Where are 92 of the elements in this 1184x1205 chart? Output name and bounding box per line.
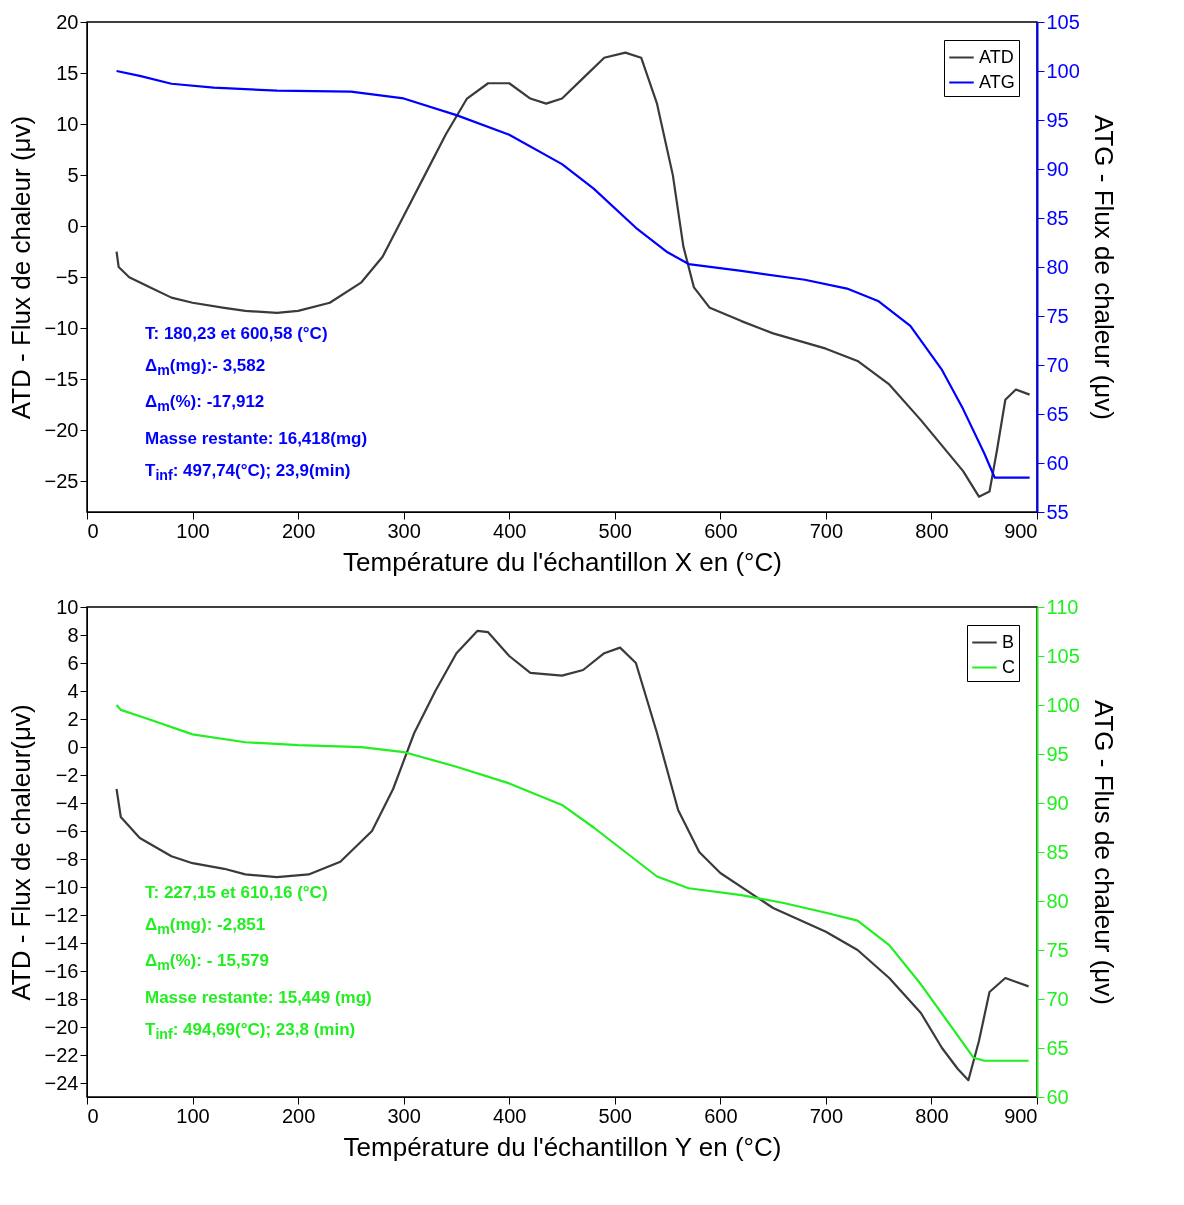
y2-tick-label: 85 (1046, 840, 1069, 863)
x-tick-label: 400 (493, 1104, 527, 1127)
y2-axis-title: ATG - Flus de chaleur (μv) (1088, 700, 1119, 1005)
y-tick-label: −5 (55, 265, 79, 288)
annotation: Δ$_{m}$(%): -17,912 (145, 391, 266, 417)
y-tick-label: −10 (44, 875, 79, 898)
y-tick-label: 5 (67, 163, 79, 186)
y-axis-title: ATD - Flux de chaleur(μv) (5, 704, 36, 1001)
y2-tick-label: 95 (1046, 108, 1069, 131)
y-tick-label: −22 (44, 1043, 79, 1066)
y-tick-label: −16 (44, 959, 79, 982)
annotation: T$_{inf}$: 494,69(°C); 23,8 (min) (145, 1018, 357, 1045)
x-tick-label: 500 (598, 1104, 632, 1127)
y2-tick-label: 80 (1046, 255, 1069, 278)
y2-tick-label: 105 (1046, 10, 1080, 33)
y-tick-label: −10 (44, 316, 79, 339)
y-tick-label: −25 (44, 469, 79, 492)
y2-tick-label: 70 (1046, 353, 1069, 376)
x-tick-label: 0 (87, 519, 99, 542)
y2-tick-label: 75 (1046, 304, 1069, 327)
legend-label: C (1002, 656, 1015, 677)
x-tick-label: 900 (1004, 519, 1038, 542)
y-tick-label: −20 (44, 418, 79, 441)
y2-tick-label: 80 (1046, 889, 1069, 912)
x-tick-label: 200 (281, 519, 316, 542)
y-tick-label: 10 (56, 112, 79, 135)
annotation: T: 227,15 et 610,16 (°C) (145, 882, 329, 904)
y2-axis-title: ATG - Flux de chaleur (μv) (1088, 115, 1119, 420)
x-tick-label: 800 (915, 1104, 949, 1127)
line-series (115, 703, 1030, 1062)
y2-tick-label: 55 (1046, 500, 1069, 523)
x-tick-label: 100 (176, 1104, 210, 1127)
y-tick-label: 2 (67, 707, 79, 730)
x-tick-label: 700 (809, 1104, 844, 1127)
y2-tick-label: 90 (1046, 791, 1069, 814)
legend-label: ATD (979, 46, 1014, 67)
annotation: Masse restante: 15,449 (mg) (145, 986, 372, 1009)
y-tick-label: 0 (67, 735, 79, 758)
y-tick-label: 20 (56, 10, 79, 33)
x-tick-label: 600 (704, 1104, 738, 1127)
y2-tick-label: 60 (1046, 451, 1069, 474)
y-tick-label: 4 (67, 679, 79, 702)
y-tick-label: −2 (55, 763, 79, 786)
x-tick-label: 200 (281, 1104, 316, 1127)
y-tick-label: −18 (44, 987, 79, 1010)
y-tick-label: −20 (44, 1015, 79, 1038)
annotation: T: 180,23 et 600,58 (°C) (145, 323, 329, 345)
y2-tick-label: 60 (1046, 1085, 1069, 1108)
x-tick-label: 300 (387, 1104, 421, 1127)
y-tick-label: −6 (55, 819, 79, 842)
annotation: Masse restante: 16,418(mg) (145, 427, 368, 450)
annotation: T$_{inf}$: 497,74(°C); 23,9(min) (145, 459, 352, 486)
x-tick-label: 800 (915, 519, 949, 542)
legend-label: B (1002, 631, 1015, 652)
y2-tick-label: 95 (1046, 742, 1069, 765)
x-tick-label: 900 (1004, 1104, 1038, 1127)
y2-tick-label: 65 (1046, 1036, 1069, 1059)
y2-tick-label: 105 (1046, 644, 1080, 667)
y2-tick-label: 110 (1046, 595, 1079, 618)
annotation: Δ$_{m}$(mg):- 3,582 (145, 355, 267, 381)
line-series (115, 629, 1030, 1082)
y-tick-label: 8 (67, 623, 79, 646)
y2-tick-label: 100 (1046, 59, 1080, 82)
y-tick-label: −24 (44, 1071, 79, 1094)
legend-label: ATG (979, 71, 1015, 92)
y-axis-title: ATD - Flux de chaleur (μv) (5, 115, 36, 420)
annotation: Δ$_{m}$(mg): -2,851 (145, 914, 267, 940)
y2-tick-label: 65 (1046, 402, 1069, 425)
y-tick-label: 15 (56, 61, 79, 84)
annotation: Δ$_{m}$(%): - 15,579 (145, 950, 270, 976)
x-tick-label: 100 (176, 519, 210, 542)
y2-tick-label: 100 (1046, 693, 1080, 716)
y-tick-label: −15 (44, 367, 79, 390)
y-tick-label: 10 (56, 595, 79, 618)
x-tick-label: 300 (387, 519, 421, 542)
x-tick-label: 400 (493, 519, 527, 542)
x-axis-title: Température du l'échantillon X en (°C) (343, 546, 782, 577)
x-tick-label: 0 (87, 1104, 99, 1127)
y-tick-label: 6 (67, 651, 79, 674)
y-tick-label: −8 (55, 847, 79, 870)
x-tick-label: 600 (704, 519, 738, 542)
x-tick-label: 500 (598, 519, 632, 542)
y2-tick-label: 70 (1046, 987, 1069, 1010)
y2-tick-label: 85 (1046, 206, 1069, 229)
y-tick-label: −12 (44, 903, 79, 926)
y-tick-label: −14 (44, 931, 79, 954)
y2-tick-label: 90 (1046, 157, 1069, 180)
x-axis-title: Température du l'échantillon Y en (°C) (343, 1131, 782, 1162)
y-tick-label: 0 (67, 214, 79, 237)
y2-tick-label: 75 (1046, 938, 1069, 961)
y-tick-label: −4 (55, 791, 79, 814)
x-tick-label: 700 (809, 519, 844, 542)
